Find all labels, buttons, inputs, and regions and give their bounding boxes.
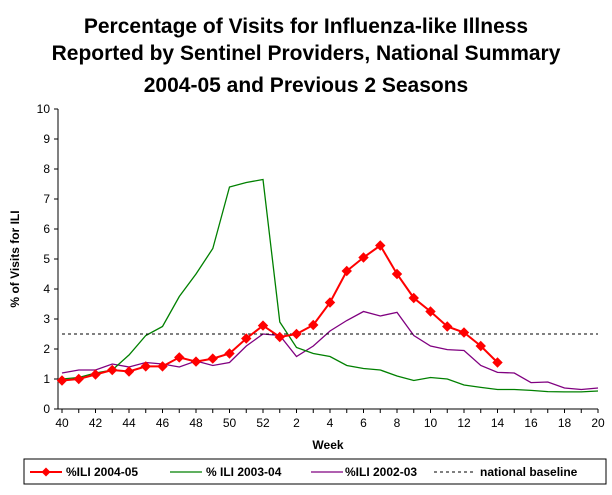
data-point-ili-2004-05 [56,375,68,386]
x-tick-label: 14 [491,416,505,430]
y-axis-ticks: 0 1 2 3 4 5 6 7 8 9 10 [37,102,58,416]
data-point-ili-2004-05 [274,331,285,343]
x-tick-label: 46 [156,416,170,430]
data-point-ili-2004-05 [257,320,269,331]
data-point-ili-2004-05 [73,373,84,385]
data-point-ili-2004-05 [123,366,135,377]
x-tick-label: 2 [293,416,300,430]
data-point-ili-2004-05 [90,369,101,380]
x-tick-label: 8 [394,416,401,430]
data-point-ili-2004-05 [375,240,386,251]
x-tick-label: 42 [89,416,103,430]
x-tick-label: 4 [327,416,334,430]
x-tick-label: 10 [424,416,438,430]
series-line-ili-2002-03 [61,310,599,391]
y-axis-label: % of Visits for ILI [8,210,22,307]
data-point-ili-2004-05 [241,333,252,344]
x-tick-label: 20 [591,416,605,430]
data-point-ili-2004-05 [442,321,453,332]
y-tick-label: 2 [43,342,50,356]
y-tick-label: 10 [37,102,51,116]
x-tick-label: 44 [122,416,136,430]
data-point-ili-2004-05 [107,364,118,376]
legend-label-ili-2002-03: %ILI 2002-03 [345,465,417,479]
legend-marker-ili-2004-05 [41,467,51,477]
x-tick-label: 50 [223,416,237,430]
legend-label-ili-2003-04: % ILI 2003-04 [206,465,282,479]
data-point-ili-2004-05 [358,252,369,263]
y-tick-label: 5 [43,252,50,266]
data-point-ili-2004-05 [475,340,486,352]
series-layer [56,178,599,393]
x-tick-label: 48 [189,416,203,430]
legend-label-national-baseline: national baseline [480,465,578,479]
x-tick-label: 52 [256,416,270,430]
data-point-ili-2004-05 [341,265,352,277]
data-point-ili-2004-05 [308,319,319,331]
data-point-ili-2004-05 [492,357,503,368]
data-point-ili-2004-05 [408,292,419,304]
y-tick-label: 1 [43,372,50,386]
data-point-ili-2004-05 [324,297,336,308]
legend: %ILI 2004-05 % ILI 2003-04 %ILI 2002-03 nat… [30,465,578,479]
x-axis-ticks: 40 42 44 46 48 50 52 2 4 6 8 10 12 14 16 18 20 [55,409,605,430]
y-tick-label: 4 [43,282,50,296]
x-tick-label: 40 [55,416,69,430]
y-tick-label: 6 [43,222,50,236]
data-point-ili-2004-05 [425,306,436,317]
data-point-ili-2004-05 [224,348,235,359]
y-tick-label: 7 [43,192,50,206]
chart-title-line-2: Reported by Sentinel Providers, National… [51,42,561,65]
data-point-ili-2004-05 [190,356,202,367]
y-tick-label: 8 [43,162,50,176]
data-point-ili-2004-05 [140,361,151,372]
data-point-ili-2004-05 [391,268,403,280]
x-tick-label: 12 [457,416,471,430]
data-point-ili-2004-05 [157,361,168,372]
chart-title-line-3: 2004-05 and Previous 2 Seasons [143,74,469,97]
x-tick-label: 16 [524,416,538,430]
data-point-ili-2004-05 [174,352,185,363]
x-tick-label: 18 [558,416,572,430]
y-tick-label: 9 [43,132,50,146]
legend-label-ili-2004-05: %ILI 2004-05 [66,465,138,479]
data-point-ili-2004-05 [207,353,218,364]
data-point-ili-2004-05 [291,328,302,340]
y-tick-label: 3 [43,312,50,326]
x-axis-label: Week [312,438,343,452]
data-point-ili-2004-05 [458,327,470,338]
x-tick-label: 6 [360,416,367,430]
chart-title-line-1: Percentage of Visits for Influenza-like … [83,15,529,38]
y-tick-label: 0 [43,402,50,416]
series-line-ili-2003-04 [61,178,599,393]
